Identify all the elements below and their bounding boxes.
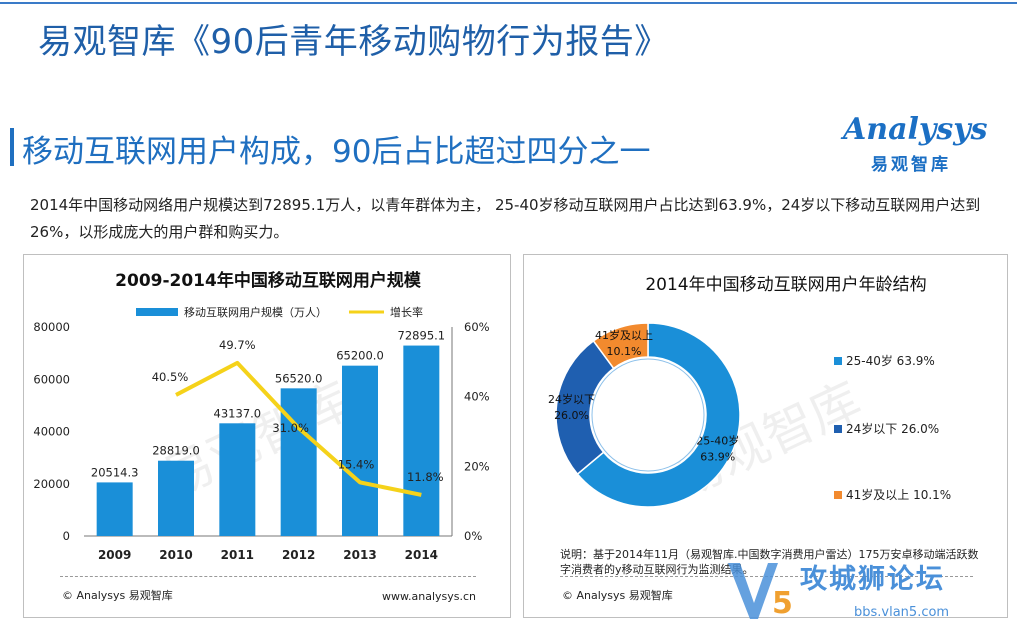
top-rule <box>0 2 1017 4</box>
slice-value-label: 63.9% <box>700 451 735 464</box>
bar-2012 <box>280 388 317 536</box>
x-tick-label: 2011 <box>221 548 254 562</box>
website-text: www.analysys.cn <box>382 590 476 603</box>
growth-rate-label: 15.4% <box>338 457 375 471</box>
growth-rate-label: 40.5% <box>152 370 189 384</box>
intro-paragraph: 2014年中国移动网络用户规模达到72895.1万人，以青年群体为主， 25-4… <box>30 196 981 241</box>
copyright-text: © Analysys 易观智库 <box>62 589 173 602</box>
legend-label: 41岁及以上 10.1% <box>846 487 951 502</box>
chart-title: 2009-2014年中国移动互联网用户规模 <box>115 270 422 291</box>
donut-slice-0 <box>576 322 741 508</box>
page-title: 易观智库《90后青年移动购物行为报告》 <box>38 22 669 62</box>
y-tick-label: 0 <box>63 529 70 543</box>
y2-tick-label: 0% <box>464 529 482 543</box>
legend-bar-label: 移动互联网用户规模（万人） <box>184 305 327 319</box>
user-scale-chart-panel: 易观智库 2009-2014年中国移动互联网用户规模 移动互联网用户规模（万人） 增长… <box>23 254 511 618</box>
y-tick-label: 40000 <box>33 425 70 439</box>
slice-name-label: 24岁以下 <box>548 392 595 406</box>
logo-subtitle: 易观智库 <box>871 155 951 175</box>
x-tick-label: 2014 <box>405 548 438 562</box>
bar-2010 <box>158 460 194 536</box>
v5-logo-icon: 5 <box>728 563 793 621</box>
y-tick-label: 60000 <box>33 372 70 386</box>
x-tick-label: 2012 <box>282 548 315 562</box>
y2-tick-label: 20% <box>464 459 490 473</box>
bar-2011 <box>219 423 256 536</box>
svg-text:5: 5 <box>772 586 793 621</box>
legend-line-label: 增长率 <box>390 305 423 319</box>
y2-tick-label: 40% <box>464 390 490 404</box>
slice-value-label: 10.1% <box>606 345 641 358</box>
bar-value-label: 28819.0 <box>152 444 200 458</box>
age-structure-chart: 易观智库2014年中国移动互联网用户年龄结构25-40岁63.9%24岁以下26… <box>548 275 951 508</box>
copyright-text: © Analysys 易观智库 <box>562 589 673 602</box>
growth-rate-line <box>175 360 422 497</box>
x-tick-label: 2013 <box>343 548 376 562</box>
slice-name-label: 41岁及以上 <box>595 328 653 342</box>
y-tick-label: 20000 <box>33 477 70 491</box>
legend-swatch <box>834 357 842 365</box>
legend-bar-swatch <box>136 308 178 316</box>
bar-2009 <box>96 482 133 536</box>
data-source-note: 说明：基于2014年11月（易观智库.中国数字消费用户雷达）175万安卓移动端活… <box>560 548 979 576</box>
y-tick-label: 80000 <box>33 320 70 334</box>
section-accent-bar <box>10 128 14 166</box>
bar-value-label: 65200.0 <box>336 349 384 363</box>
y2-tick-label: 60% <box>464 320 490 334</box>
bar-value-label: 72895.1 <box>398 329 446 343</box>
x-tick-label: 2010 <box>159 548 192 562</box>
chart-title: 2014年中国移动互联网用户年龄结构 <box>645 275 926 295</box>
legend-label: 24岁以下 26.0% <box>846 421 939 436</box>
bar-2014 <box>403 345 440 536</box>
bar-value-label: 43137.0 <box>214 406 262 420</box>
donut-slice-2 <box>592 322 649 370</box>
growth-rate-label: 31.0% <box>272 421 309 435</box>
legend-swatch <box>834 491 842 499</box>
analysys-logo: Analysys 易观智库 <box>843 112 993 180</box>
bar-value-label: 20514.3 <box>91 465 139 479</box>
logo-text: Analysys <box>843 112 988 147</box>
footer-divider <box>60 576 476 577</box>
age-structure-chart-panel: 易观智库 2014年中国移动互联网用户年龄结构 25-40岁 63.9% 24岁以下 26… <box>523 254 1008 618</box>
legend-label: 25-40岁 63.9% <box>846 353 935 368</box>
section-title: 移动互联网用户构成，90后占比超过四分之一 <box>22 134 651 170</box>
growth-rate-label: 11.8% <box>407 470 444 484</box>
x-tick-label: 2009 <box>98 548 131 562</box>
bar-2013 <box>342 365 378 536</box>
site-watermark-url: bbs.vlan5.com <box>854 605 950 620</box>
site-watermark-title: 攻城狮论坛 <box>800 564 945 595</box>
donut-inner-ring <box>591 358 705 472</box>
legend-swatch <box>834 425 842 433</box>
slice-value-label: 26.0% <box>554 409 589 422</box>
site-watermark: 5 攻城狮论坛 bbs.vlan5.com <box>720 553 1017 627</box>
bar-value-label: 56520.0 <box>275 371 323 385</box>
slice-name-label: 25-40岁 <box>696 434 739 448</box>
growth-rate-label: 49.7% <box>219 338 256 352</box>
